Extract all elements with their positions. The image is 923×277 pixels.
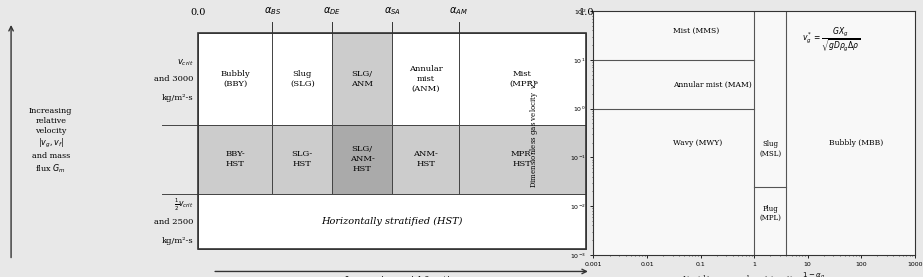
Text: Mist (MMS): Mist (MMS) [673,27,719,34]
Text: $\alpha_{SA}$: $\alpha_{SA}$ [384,5,401,17]
Bar [392,125,459,194]
Text: 0.0: 0.0 [191,8,206,17]
Bar [459,125,586,194]
Text: and 3000: and 3000 [154,75,194,83]
Text: Increasing
relative
velocity
$|v_g, v_f|$
and mass
flux $G_m$: Increasing relative velocity $|v_g, v_f|… [30,107,72,175]
Text: kg/m²-s: kg/m²-s [162,237,194,245]
Text: kg/m²-s: kg/m²-s [162,94,194,102]
Bar [459,33,586,125]
Text: Bubbly
(BBY): Bubbly (BBY) [221,70,250,88]
Text: $v_g^* = \dfrac{GX_g}{\sqrt{gD\rho_g\Delta\rho}}$: $v_g^* = \dfrac{GX_g}{\sqrt{gD\rho_g\Del… [802,26,861,54]
Text: MPR-
HST: MPR- HST [510,150,534,168]
Text: $\alpha_{BS}$: $\alpha_{BS}$ [264,5,281,17]
Bar [198,194,586,249]
Text: $\alpha_{AM}$: $\alpha_{AM}$ [450,5,468,17]
Text: Increasing void fraction $\alpha_g$: Increasing void fraction $\alpha_g$ [344,274,477,277]
Text: Plug
(MPL): Plug (MPL) [760,205,781,222]
Text: BBY-
HST: BBY- HST [225,150,246,168]
Text: ANM-
HST: ANM- HST [414,150,438,168]
Bar [332,125,392,194]
Text: Horizontally stratified (HST): Horizontally stratified (HST) [321,217,463,226]
Text: $\alpha_{DE}$: $\alpha_{DE}$ [323,5,342,17]
Text: and 2500: and 2500 [154,218,194,225]
Bar [392,33,459,125]
Bar [272,33,332,125]
Text: $\frac{1}{2}v_{crit}$: $\frac{1}{2}v_{crit}$ [174,197,194,213]
Text: Annular mist (MAM): Annular mist (MAM) [673,81,751,89]
Text: Mist
(MPR): Mist (MPR) [509,70,536,88]
Text: Annular
mist
(ANM): Annular mist (ANM) [409,65,442,93]
Bar [198,33,586,249]
Text: SLG/
ANM-
HST: SLG/ ANM- HST [350,145,375,173]
X-axis label: Liquid-to-vapor volumetric ratio,  $\dfrac{1-\alpha_g}{\alpha_g}$: Liquid-to-vapor volumetric ratio, $\dfra… [682,270,826,277]
Bar [332,33,392,125]
Text: Slug
(MSL): Slug (MSL) [759,140,781,157]
Text: Dimensionless gas velocity  $v_g^*$: Dimensionless gas velocity $v_g^*$ [528,78,543,188]
Text: Bubbly (MBB): Bubbly (MBB) [829,139,883,147]
Text: 1.0: 1.0 [579,8,593,17]
Bar [198,33,272,125]
Text: SLG-
HST: SLG- HST [292,150,313,168]
Text: Wavy (MWY): Wavy (MWY) [673,139,722,147]
Bar [198,125,272,194]
Text: Slug
(SLG): Slug (SLG) [290,70,315,88]
Bar [272,125,332,194]
Text: $v_{crit}$: $v_{crit}$ [177,57,194,68]
Text: SLG/
ANM: SLG/ ANM [352,70,373,88]
